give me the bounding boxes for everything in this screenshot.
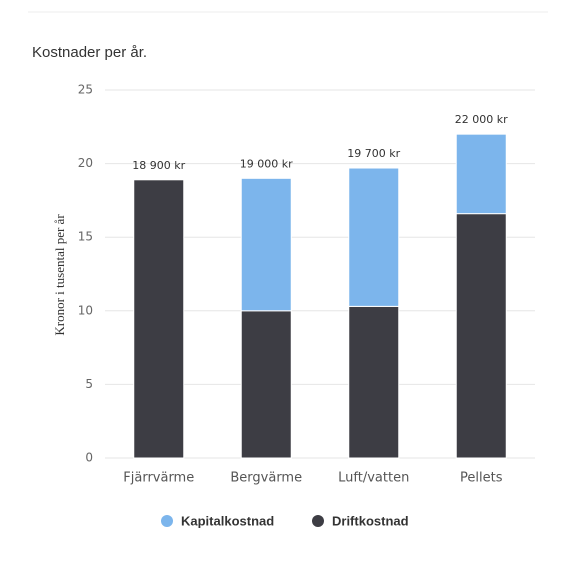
legend-marker bbox=[161, 515, 173, 527]
y-tick-label: 5 bbox=[85, 377, 93, 391]
x-tick-label: Luft/vatten bbox=[338, 471, 409, 486]
bar-segment bbox=[133, 179, 185, 459]
total-label: 18 900 kr bbox=[132, 159, 185, 172]
y-tick-label: 25 bbox=[78, 83, 93, 97]
x-tick-label: Pellets bbox=[460, 471, 503, 486]
legend-marker bbox=[312, 515, 324, 527]
bar-segment bbox=[455, 213, 507, 459]
x-tick-label: Fjärrvärme bbox=[123, 471, 194, 486]
y-tick-label: 15 bbox=[78, 230, 93, 244]
bar-segment bbox=[240, 310, 292, 459]
y-tick-label: 0 bbox=[85, 451, 93, 465]
x-tick-label: Bergvärme bbox=[230, 471, 302, 486]
y-axis-title: Kronor i tusental per år bbox=[52, 214, 67, 336]
y-tick-label: 10 bbox=[78, 303, 93, 317]
total-label: 22 000 kr bbox=[455, 113, 508, 126]
bar-segment bbox=[348, 305, 400, 459]
bar-segment bbox=[240, 177, 292, 312]
total-label: 19 000 kr bbox=[240, 157, 293, 170]
legend-label: Driftkostnad bbox=[332, 513, 409, 528]
bar-segment bbox=[348, 167, 400, 307]
y-tick-label: 20 bbox=[78, 156, 93, 170]
chart-title: Kostnader per år. bbox=[32, 44, 147, 61]
legend-label: Kapitalkostnad bbox=[181, 513, 274, 528]
bar-segment bbox=[455, 133, 507, 215]
total-label: 19 700 kr bbox=[347, 147, 400, 160]
